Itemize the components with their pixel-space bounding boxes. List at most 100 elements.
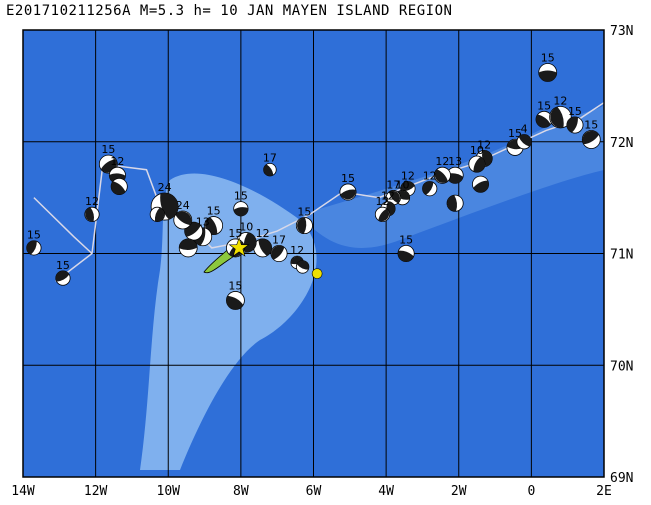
mechanism-depth-label: 15 [584,119,598,132]
beachball-compressional-quadrant [566,116,578,133]
latitude-label: 73N [610,24,633,39]
focal-mechanism: 15 [566,105,584,134]
mechanism-depth-label: 13 [448,155,462,168]
focal-mechanism: 17 [263,151,277,177]
latitude-tick-labels: 73N 72N 71N 70N 69N [610,24,633,486]
beachball-compressional-quadrant [258,238,272,256]
mechanism-depth-label: 12 [401,169,415,182]
mechanism-depth-label: 15 [537,99,551,112]
mechanism-depth-label: 4 [521,123,528,136]
focal-mechanism: 15 [397,233,415,262]
longitude-label: 12W [84,484,108,499]
beachball-compressional-quadrant [296,260,309,270]
beachball-compressional-quadrant [233,207,249,216]
beachball-compressional-quadrant [154,207,165,222]
mechanism-depth-label: 10 [239,220,253,233]
beachball-compressional-quadrant [243,232,257,253]
beachball-compressional-quadrant [398,250,414,262]
beachball-compressional-quadrant [226,295,244,310]
beachball-compressional-quadrant [582,130,599,145]
latitude-label: 72N [610,136,633,151]
longitude-label: 0 [527,484,535,499]
focal-mechanism: 17 [385,178,401,206]
latitude-label: 71N [610,248,633,263]
focal-mechanism: 15 [55,259,71,286]
mechanism-depth-label: 15 [207,205,221,218]
longitude-label: 2W [451,484,467,499]
beachball-compressional-quadrant [518,134,532,147]
mechanism-depth-label: 15 [234,190,248,203]
beachball-compressional-quadrant [111,181,126,195]
mechanism-depth-label: 12 [553,94,567,107]
focal-mechanism: 15 [295,205,313,235]
mechanism-depth-label: 15 [228,279,242,292]
mechanism-depth-label: 15 [341,172,355,185]
focal-mechanism: 15 [339,172,357,201]
beachball-compressional-quadrant [297,217,307,234]
focal-mechanism [110,177,128,195]
focal-mechanism: 13 [446,155,464,184]
mechanism-depth-label: 15 [297,205,311,218]
focal-mechanism [446,194,464,212]
focal-mechanism: 12 [374,195,391,222]
mechanism-depth-label: 15 [568,105,582,118]
beachball-compressional-quadrant [473,180,489,193]
beachball-compressional-quadrant [378,208,390,222]
focal-mechanism: 12 [380,190,396,217]
focal-mechanism: 15 [226,279,245,310]
plate-boundary-line-west [33,197,93,255]
beachball-compressional-quadrant [434,169,448,183]
focal-mechanism: 17 [270,233,288,262]
beachball-compressional-quadrant [263,164,274,177]
latitude-label: 70N [610,359,633,374]
beachball-compressional-quadrant [340,189,356,200]
beachball-compressional-quadrant [447,195,458,212]
mechanism-depth-label: 12 [423,169,437,182]
beachball-compressional-quadrant [26,240,37,255]
focal-mechanism: 15 [26,229,42,256]
longitude-label: 10W [157,484,181,499]
focal-mechanism [295,260,310,274]
beachball-compressional-quadrant [271,245,285,260]
longitude-label: 2E [596,484,612,499]
beachball-compressional-quadrant [179,238,198,250]
event-star-icon [228,236,250,257]
longitude-label: 6W [306,484,322,499]
mechanism-depth-label: 12 [477,138,491,151]
longitude-tick-labels: 14W 12W 10W 8W 6W 4W 2W 0 2E [11,484,612,499]
map-frame [22,29,605,478]
mechanism-depth-label: 15 [27,229,41,242]
longitude-label: 8W [233,484,249,499]
focal-mechanism: 12 [422,169,438,197]
focal-mechanism: 15 [535,99,553,128]
mechanism-depth-label: 12 [110,155,124,168]
mechanism-depth-label: 12 [375,195,389,208]
longitude-label: 14W [11,484,35,499]
beachball-compressional-quadrant [389,190,401,204]
beachball-compressional-quadrant [535,114,551,128]
focal-mechanism: 15 [233,190,249,217]
event-location-marker [311,268,323,279]
focal-mechanism: 15 [538,51,558,82]
map-title: E201710211256A M=5.3 h= 10 JAN MAYEN ISL… [6,3,453,19]
focal-mechanism [472,175,490,193]
focal-mechanism: 12 [253,227,273,258]
mechanism-depth-label: 24 [158,181,172,194]
mechanism-depth-label: 24 [176,199,190,212]
focal-mechanism [178,238,198,258]
beachball-compressional-quadrant [400,181,415,192]
mechanism-depth-label: 10 [395,178,409,191]
beachball-compressional-quadrant [422,181,434,195]
mechanism-depth-label: 12 [256,227,270,240]
longitude-label: 4W [378,484,394,499]
mechanism-depth-label: 12 [290,244,304,257]
focal-mechanism: 12 [433,155,451,184]
mechanism-depth-label: 15 [101,143,115,156]
beachball-compressional-quadrant [473,156,486,173]
mechanism-depth-label: 17 [263,151,277,164]
beachball-compressional-quadrant [175,211,192,226]
focal-mechanism [149,206,165,222]
focal-mechanism: 10 [468,144,486,173]
